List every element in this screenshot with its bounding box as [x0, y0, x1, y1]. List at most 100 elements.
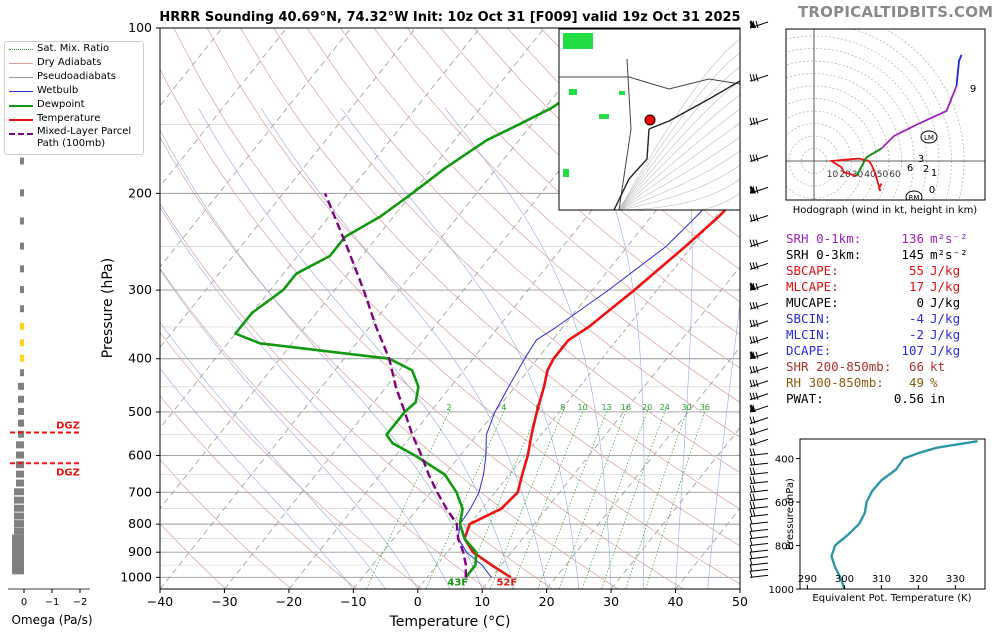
barb-feather	[752, 214, 756, 222]
wind-barb	[749, 118, 769, 126]
omega-bar	[12, 554, 24, 562]
pseudo-adiabat	[160, 368, 354, 589]
temperature-line	[463, 192, 740, 579]
map-contour	[618, 94, 740, 210]
wind-barb	[749, 528, 769, 532]
omega-bar	[20, 286, 24, 294]
barb-feather	[755, 239, 759, 247]
map-contour	[618, 122, 740, 210]
omega-bar	[16, 451, 24, 459]
wind-barb	[749, 240, 769, 248]
barb-feather	[755, 379, 759, 387]
mixing-ratio-label: 24	[660, 403, 670, 412]
theta-e-ytick-label: 1000	[769, 585, 794, 596]
index-value: 66	[908, 359, 924, 374]
barb-feather	[749, 336, 753, 344]
wind-barb	[749, 574, 769, 578]
barb-feather	[755, 117, 759, 125]
barb-feather	[752, 438, 756, 446]
barb-feather	[752, 392, 756, 400]
map-contour	[618, 150, 740, 210]
chart-legend: Sat. Mix. Ratio Dry Adiabats Pseudoadiabat…	[4, 41, 144, 155]
wind-barb	[749, 489, 769, 493]
omega-tick-label: 0	[21, 597, 27, 608]
index-value: 17	[908, 279, 924, 294]
theta-e-tick-label: 300	[835, 574, 854, 585]
index-value: 0	[916, 295, 924, 310]
map-coastline	[613, 128, 650, 210]
index-value-group: 55 J/kg	[909, 263, 986, 279]
legend-swatch	[9, 105, 33, 107]
dry-adiabat	[160, 68, 684, 589]
barb-feather	[749, 239, 753, 247]
map-body	[559, 29, 740, 210]
omega-panel: DGZ DGZ 0 −1 −2 Omega (Pa/s)	[8, 77, 93, 627]
wind-barb	[749, 543, 769, 546]
index-unit: J/kg	[930, 343, 961, 358]
legend-label: Pseudoadiabats	[37, 71, 117, 82]
hodo-storm-motion-label: LM	[924, 134, 934, 142]
omega-bar	[12, 567, 24, 575]
index-value-group: 66 kt	[909, 359, 986, 375]
hodo-height-label: 9	[970, 84, 976, 95]
barb-feather	[752, 416, 756, 424]
barb-feather	[755, 154, 759, 162]
barb-feather	[749, 538, 753, 546]
mixing-ratio-label: 4	[501, 403, 506, 412]
x-tick-label: −40	[147, 594, 173, 609]
barb-feather	[749, 476, 753, 484]
omega-bar	[14, 504, 24, 512]
wind-barb	[749, 262, 769, 270]
legend-label: Dewpoint	[37, 99, 85, 110]
index-unit: J/kg	[930, 295, 961, 310]
barb-feather	[749, 416, 753, 424]
index-row: MUCAPE: 0 J/kg	[786, 295, 986, 311]
index-row: SBCAPE: 55 J/kg	[786, 263, 986, 279]
y-tick-label: 600	[128, 447, 152, 462]
plot-frame	[159, 27, 741, 590]
mixing-ratio-label: 2	[446, 403, 451, 412]
hodo-height-label: 3	[918, 154, 924, 165]
index-value-group: 49%	[909, 375, 986, 391]
index-unit: m²s⁻²	[930, 231, 968, 246]
omega-bar	[18, 382, 24, 390]
wind-barb	[749, 498, 769, 502]
y-tick-label: 500	[128, 404, 152, 419]
index-label: DCAPE:	[786, 343, 832, 358]
wind-barb	[749, 438, 769, 446]
dry-adiabat	[273, 28, 740, 474]
hodo-height-label: 1	[931, 168, 937, 179]
surface-temperature-label: 52F	[496, 577, 517, 588]
mixing-ratio-label: 16	[621, 403, 631, 412]
legend-item: Dry Adiabats	[5, 56, 143, 70]
index-row: DCAPE: 107 J/kg	[786, 343, 986, 359]
hodo-height-label: 0	[929, 185, 935, 196]
omega-bar	[16, 441, 24, 449]
pseudo-adiabat	[260, 108, 547, 589]
wind-barbs	[749, 20, 769, 578]
mixing-ratio-line	[645, 407, 707, 589]
pseudo-adiabat	[340, 108, 580, 589]
barb-feather	[752, 366, 756, 374]
map-contour	[618, 66, 740, 210]
omega-bar	[16, 479, 24, 487]
hodo-storm-motion	[920, 130, 938, 144]
wind-barb	[749, 393, 769, 401]
barb-feather	[752, 262, 756, 270]
omega-bar	[20, 189, 24, 197]
barb-feather	[755, 214, 759, 222]
mixing-ratio-label: 10	[578, 403, 588, 412]
barb-feather	[749, 501, 753, 509]
x-tick-label: 0	[414, 594, 422, 609]
index-label: PWAT:	[786, 391, 824, 406]
barb-feather	[752, 336, 756, 344]
index-row: MLCAPE: 17 J/kg	[786, 279, 986, 295]
index-label: SRH 0-1km:	[786, 231, 862, 246]
wind-barb	[749, 452, 769, 456]
hodo-segment-6-9km	[880, 85, 958, 150]
barb-feather	[752, 117, 756, 125]
wind-barb	[749, 302, 769, 310]
omega-bar	[14, 527, 24, 535]
legend-swatch	[9, 63, 33, 64]
